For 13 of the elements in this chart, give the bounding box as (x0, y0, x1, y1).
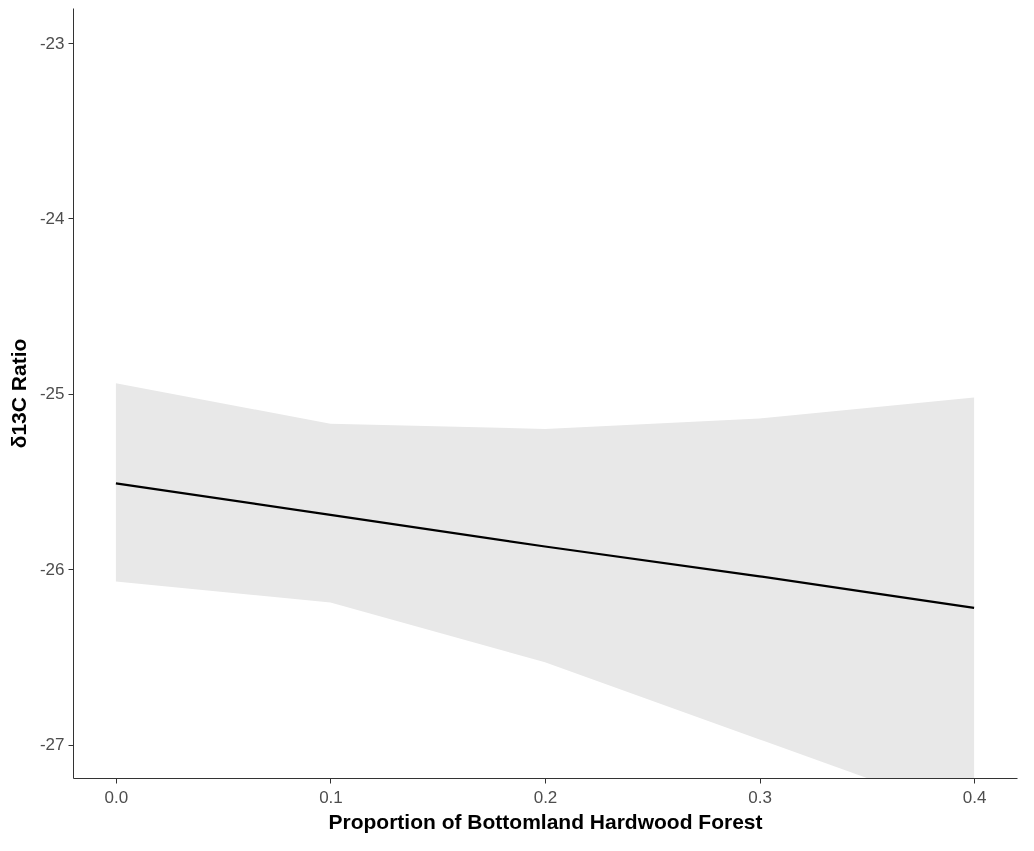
y-tick-label: -26 (39, 559, 65, 579)
x-tick-label: 0.0 (104, 787, 129, 807)
x-tick-label: 0.1 (319, 787, 343, 807)
y-axis-title: δ13C Ratio (6, 338, 30, 449)
y-tick-label: -23 (39, 33, 65, 53)
x-tick-label: 0.2 (533, 787, 558, 807)
x-axis-title: Proportion of Bottomland Hardwood Forest (328, 809, 763, 833)
y-tick-label: -24 (39, 208, 65, 228)
y-tick-label: -25 (39, 384, 65, 404)
y-tick-label: -27 (39, 735, 65, 755)
x-tick-label: 0.4 (962, 787, 987, 807)
line-series (114, 482, 976, 609)
x-tick-label: 0.3 (748, 787, 772, 807)
